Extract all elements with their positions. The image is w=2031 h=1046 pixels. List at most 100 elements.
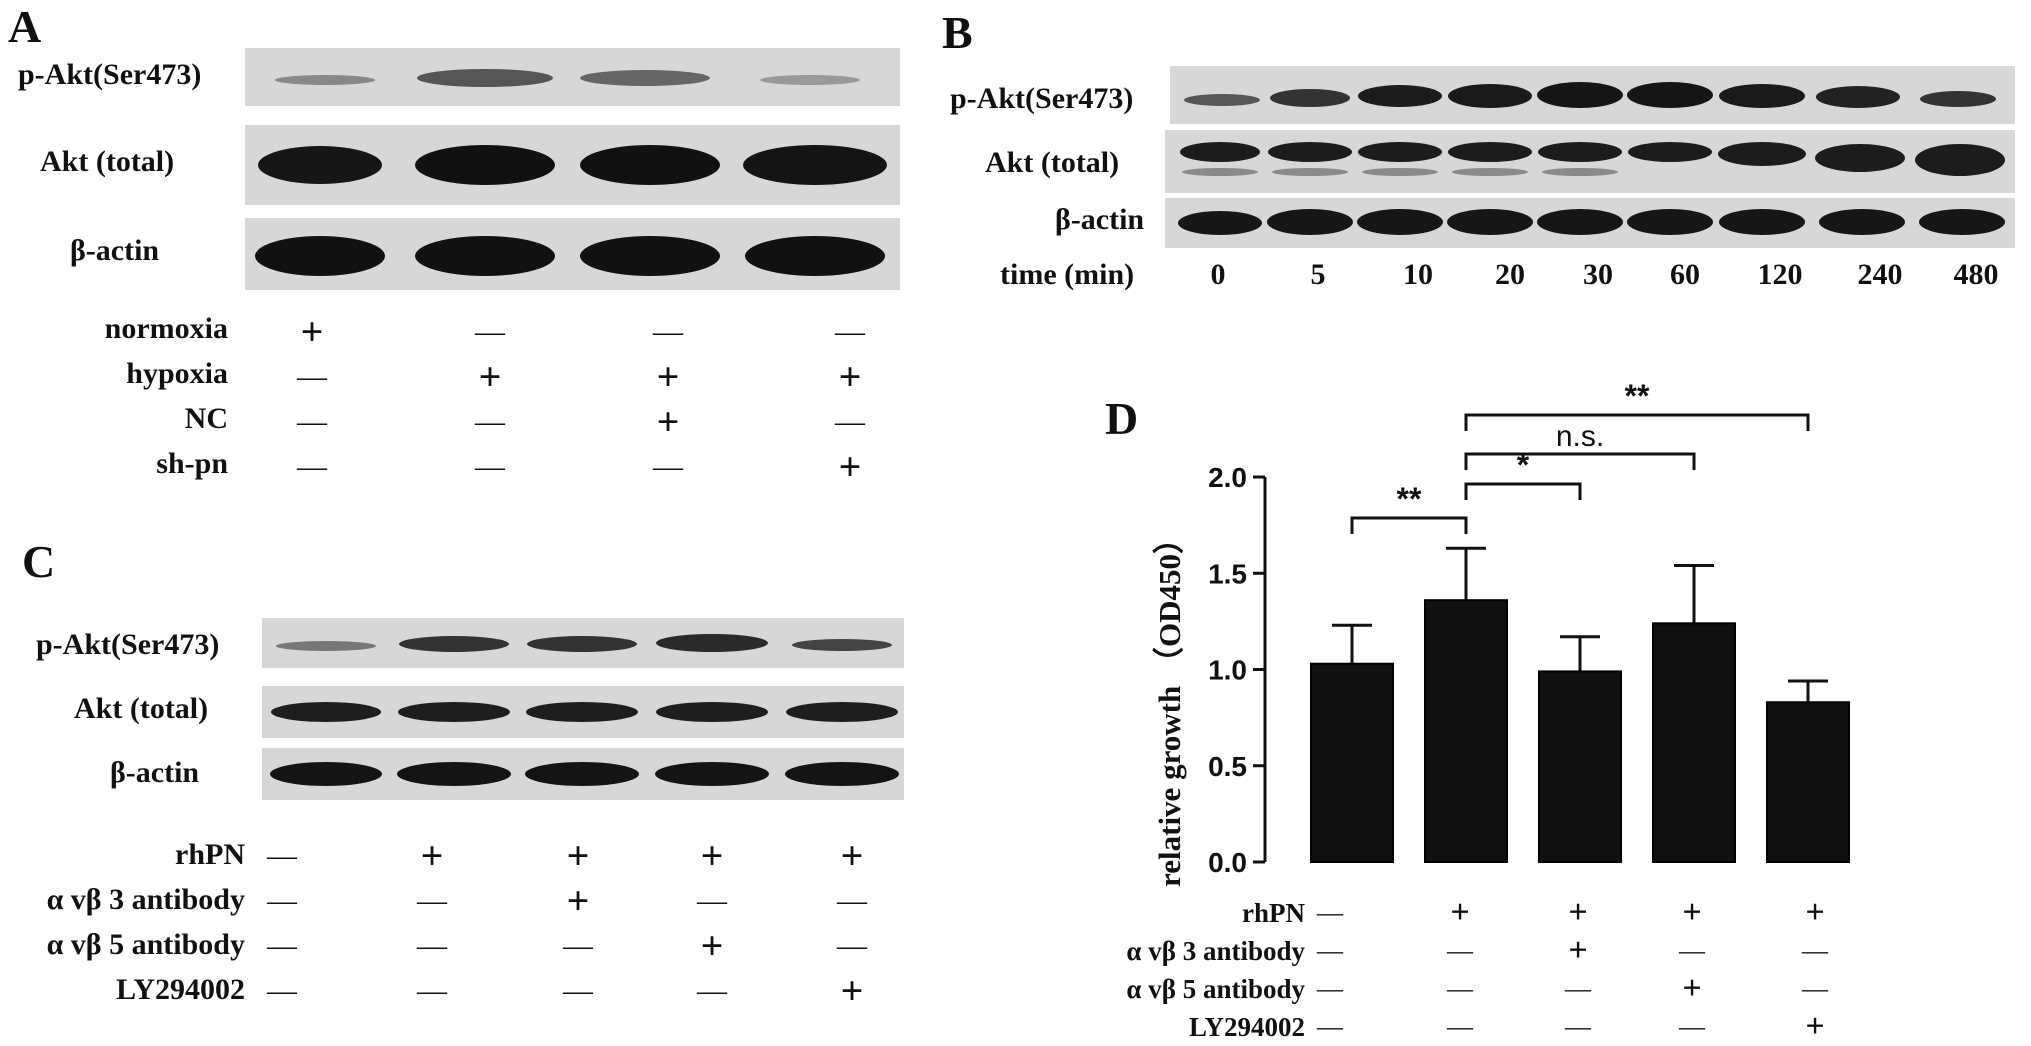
panel-c-blot-phospho (262, 618, 904, 668)
panel-a-condition-label: hypoxia (126, 357, 228, 390)
panel-d-condition-sign: — (1679, 1012, 1705, 1041)
panel-c-condition-sign: — (417, 884, 447, 917)
panel-a-condition-sign: — (475, 405, 505, 438)
panel-d-condition-sign: — (1447, 974, 1473, 1003)
panel-d-condition-sign: — (1317, 898, 1343, 927)
panel-a-condition-sign: — (297, 450, 327, 483)
panel-c-band-label: Akt (total) (74, 692, 209, 725)
panel-d-condition-sign: — (1447, 936, 1473, 965)
panel-d-condition-sign: + (1682, 894, 1702, 931)
panel-c-condition-sign: — (267, 974, 297, 1007)
panel-d-condition-label: α vβ 5 antibody (1126, 974, 1305, 1004)
panel-c-blot-actin (262, 748, 904, 800)
panel-a-condition-sign: + (838, 444, 862, 489)
panel-c-condition-label: α vβ 5 antibody (46, 928, 245, 961)
panel-d-condition-sign: + (1805, 1008, 1825, 1045)
panel-a-condition-label: normoxia (104, 312, 228, 345)
panel-a-condition-sign: — (475, 450, 505, 483)
panel-b-blot-total (1165, 130, 2015, 193)
panel-a-condition-sign: + (478, 354, 502, 399)
panel-c-condition-sign: — (837, 884, 867, 917)
panel-d-condition-sign: — (1447, 1012, 1473, 1041)
time-tick-label: 20 (1495, 258, 1525, 291)
panel-d-letter: D (1105, 393, 1139, 444)
y-tick-label: 1.5 (1208, 558, 1247, 589)
panel-c-condition-sign: + (420, 833, 444, 878)
panel-a-condition-sign: — (297, 405, 327, 438)
bar (1310, 662, 1394, 863)
time-tick-label: 30 (1583, 258, 1613, 291)
y-tick-label: 2.0 (1208, 462, 1247, 493)
panel-a-condition-label: NC (184, 402, 228, 435)
panel-a-blot-phospho (245, 48, 900, 106)
significance-bracket (1464, 452, 1696, 470)
bar (1766, 701, 1850, 863)
panel-c-condition-sign: — (697, 884, 727, 917)
panel-c-condition-sign: + (700, 923, 724, 968)
panel-c-condition-label: α vβ 3 antibody (46, 883, 245, 916)
significance-bracket (1464, 482, 1582, 500)
panel-b-letter: B (942, 7, 973, 58)
panel-a-blot-actin (245, 218, 900, 290)
panel-d-condition-sign: — (1565, 1012, 1591, 1041)
panel-a-condition-label: sh-pn (156, 447, 228, 480)
panel-d-condition-label: LY294002 (1188, 1012, 1305, 1042)
panel-d-condition-sign: — (1565, 974, 1591, 1003)
panel-d-condition-sign: + (1450, 894, 1470, 931)
relative-growth-bar-chart: relative growth （OD450） 0.00.51.01.52.0 … (1152, 380, 1850, 887)
panel-c-condition-sign: + (566, 833, 590, 878)
bar (1538, 670, 1622, 863)
panel-d-condition-sign: — (1679, 936, 1705, 965)
panel-b-blot-actin (1165, 198, 2015, 248)
y-axis-label: relative growth （OD450） (1152, 523, 1187, 887)
time-tick-label: 240 (1857, 258, 1903, 291)
panel-a-band-label: p-Akt(Ser473) (18, 58, 202, 91)
time-tick-label: 0 (1210, 258, 1226, 291)
panel-d-condition-sign: — (1317, 1012, 1343, 1041)
panel-a-condition-sign: — (653, 315, 683, 348)
significance-label: n.s. (1556, 420, 1604, 453)
panel-c-condition-sign: — (267, 884, 297, 917)
significance-bracket (1464, 413, 1810, 431)
panel-c-condition-sign: + (700, 833, 724, 878)
significance-label: ** (1397, 481, 1422, 517)
panel-a-condition-sign: + (838, 354, 862, 399)
panel-c-condition-sign: — (563, 974, 593, 1007)
panel-d-condition-sign: — (1802, 974, 1828, 1003)
panel-a-band-label: Akt (total) (40, 145, 175, 178)
panel-c-condition-sign: — (837, 929, 867, 962)
panel-c-condition-sign: + (566, 878, 590, 923)
panel-c-letter: C (22, 536, 56, 587)
panel-a-condition-sign: — (653, 450, 683, 483)
panel-b-band-label: β-actin (1055, 203, 1145, 236)
panel-c-condition-sign: + (840, 968, 864, 1013)
significance-bracket (1350, 516, 1468, 534)
panel-a-condition-sign: — (835, 405, 865, 438)
panel-a-condition-sign: + (656, 399, 680, 444)
bar (1424, 599, 1508, 863)
panel-b-band-label: Akt (total) (985, 146, 1120, 179)
panel-d-condition-sign: — (1317, 974, 1343, 1003)
panel-a-condition-sign: — (475, 315, 505, 348)
y-tick-label: 1.0 (1208, 655, 1247, 686)
panel-c-condition-sign: — (417, 974, 447, 1007)
panel-c-condition-sign: — (267, 839, 297, 872)
time-tick-label: 10 (1403, 258, 1433, 291)
panel-c-condition-sign: — (267, 929, 297, 962)
panel-c-blot-total (262, 686, 904, 738)
panel-a-band-label: β-actin (70, 234, 160, 267)
panel-a-condition-sign: — (835, 315, 865, 348)
significance-label: * (1517, 447, 1530, 483)
panel-c-condition-label: LY294002 (116, 973, 245, 1006)
panel-a-blot-total (245, 125, 900, 205)
panel-d-condition-label: α vβ 3 antibody (1126, 936, 1305, 966)
panel-a-letter: A (8, 1, 42, 52)
panel-a-condition-sign: + (300, 309, 324, 354)
bar (1652, 622, 1736, 863)
panel-c-condition-sign: — (697, 974, 727, 1007)
panel-d-condition-label: rhPN (1242, 898, 1305, 928)
panel-c-condition-sign: — (563, 929, 593, 962)
significance-label: ** (1625, 380, 1650, 414)
panel-c-condition-sign: + (840, 833, 864, 878)
panel-d-condition-sign: + (1568, 932, 1588, 969)
